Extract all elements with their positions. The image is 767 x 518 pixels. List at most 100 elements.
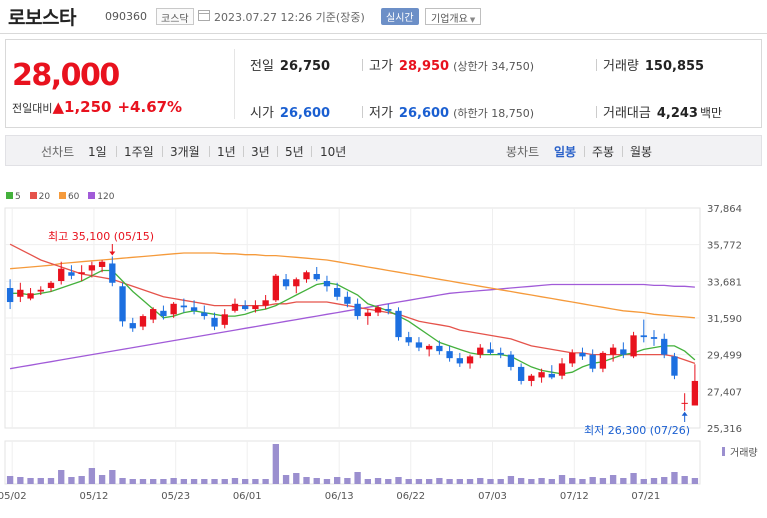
candle [507, 351, 515, 371]
candle [579, 347, 586, 360]
candle [150, 307, 157, 324]
candle-body [477, 347, 484, 355]
volume-bar [47, 478, 55, 484]
stock-header: 로보스타 090360 코스닥 2023.07.27 12:26 기준(장중) … [0, 0, 767, 34]
volume-bar [201, 479, 208, 484]
quote-panel: 28,000 전일대비▲1,250 +4.67% 전일 26,750 고가 28,95… [5, 39, 762, 128]
volume-bar [456, 479, 463, 484]
ma20-line [9, 243, 696, 365]
candle-body [538, 372, 545, 378]
candle-body [78, 272, 85, 274]
candle [517, 363, 525, 385]
candle-body [98, 261, 106, 267]
price-change: 전일대비▲1,250 +4.67% [12, 98, 182, 116]
candle [262, 295, 269, 310]
volume-bar [569, 478, 576, 484]
legend-ma5: 5 [6, 192, 21, 202]
candle [180, 298, 188, 313]
period-1w[interactable]: 1주일 [124, 145, 154, 159]
prev-close-value: 26,750 [279, 59, 331, 74]
candle [385, 303, 392, 315]
candle [201, 305, 208, 320]
volume-bar [119, 478, 126, 484]
volume-bar [354, 472, 361, 484]
candle-weekly[interactable]: 주봉 [592, 145, 615, 159]
candle-body [323, 281, 331, 287]
candle-body [27, 293, 34, 299]
max-arrow-head [109, 251, 116, 256]
candle-body [47, 282, 55, 289]
candle [88, 261, 96, 278]
candle-body [415, 342, 423, 348]
candle-body [334, 288, 341, 297]
volume-bar [405, 479, 412, 484]
candle [27, 288, 34, 301]
candle-body [681, 402, 688, 404]
change-label: 전일대비 [12, 102, 53, 115]
period-5y[interactable]: 5년 [285, 145, 304, 159]
candle [609, 344, 617, 362]
amount-value: 4,243 [656, 106, 698, 121]
volume-bar [374, 478, 382, 484]
candle [415, 337, 423, 352]
volume-frame [4, 440, 701, 485]
period-3y[interactable]: 3년 [251, 145, 270, 159]
candle-body [599, 352, 607, 369]
volume-bar [160, 479, 167, 484]
candle-body [528, 375, 535, 381]
candle [599, 351, 607, 373]
period-10y[interactable]: 10년 [320, 145, 347, 159]
candle-body [456, 358, 463, 364]
candle-body [37, 289, 44, 292]
period-1y[interactable]: 1년 [217, 145, 236, 159]
period-3m[interactable]: 3개월 [170, 145, 200, 159]
company-overview-dropdown[interactable]: 기업개요 ▼ [425, 8, 482, 25]
candle-daily[interactable]: 일봉 [554, 145, 577, 159]
candle-body [395, 310, 402, 338]
volume-bar [558, 475, 566, 484]
volume-bar [221, 479, 228, 484]
x-tick-label: 06/01 [233, 491, 262, 502]
amount-unit: 백만 [699, 106, 723, 120]
candle [528, 373, 535, 387]
volume-bar [242, 479, 249, 484]
x-tick-label: 05/12 [80, 491, 109, 502]
candle [68, 265, 75, 280]
chevron-down-icon: ▼ [469, 16, 476, 24]
candle [425, 344, 433, 357]
volume-bar [415, 479, 423, 484]
candle [405, 331, 412, 346]
candle-body [68, 272, 75, 276]
company-overview-label: 기업개요 [431, 14, 468, 25]
realtime-button[interactable]: 실시간 [381, 8, 419, 25]
candle [119, 282, 126, 327]
candle [691, 364, 699, 406]
candle [466, 354, 474, 369]
candle [620, 342, 627, 359]
ma60-line [10, 252, 695, 319]
volume-value: 150,855 [644, 59, 705, 74]
volume-bar [313, 478, 320, 484]
volume-bar [671, 472, 678, 484]
candle-body [201, 312, 208, 317]
candle-body [425, 345, 433, 350]
volume-bar [180, 479, 188, 484]
volume-bar [609, 475, 617, 484]
volume-bar [548, 479, 555, 484]
candle-monthly[interactable]: 월봉 [630, 145, 653, 159]
change-percent: +4.67% [117, 98, 183, 116]
period-1d[interactable]: 1일 [88, 145, 107, 159]
high-label: 고가 [369, 59, 393, 74]
candle [242, 300, 249, 311]
line-chart-label: 선차트 [41, 145, 75, 159]
volume-axis-label: 거래량 [730, 447, 758, 459]
high-cell: 고가 28,950 (상한가 34,750) [362, 55, 534, 74]
candle-body [405, 337, 412, 343]
current-price: 28,000 [12, 58, 120, 93]
x-tick-label: 07/12 [560, 491, 589, 502]
stock-code: 090360 [105, 10, 147, 23]
candle [252, 300, 259, 313]
candle-body [272, 275, 280, 301]
candle-body [6, 288, 14, 303]
candle-body [620, 349, 627, 355]
